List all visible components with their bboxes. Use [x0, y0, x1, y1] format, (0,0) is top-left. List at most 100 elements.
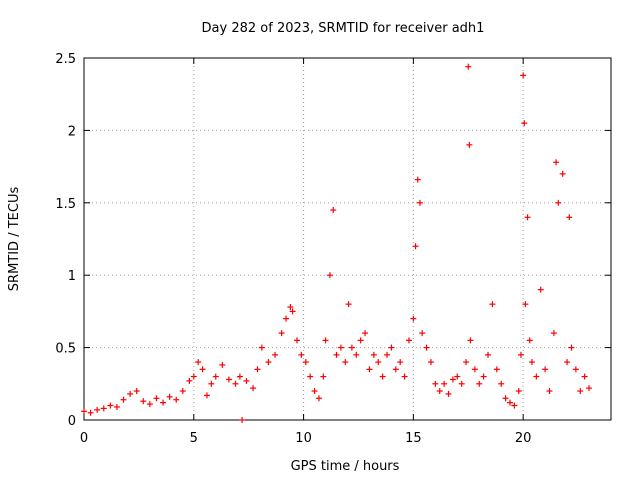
data-point	[559, 170, 566, 177]
data-point	[581, 373, 588, 380]
data-point	[348, 344, 355, 351]
data-point	[493, 366, 500, 373]
data-point	[550, 330, 557, 337]
data-point	[520, 72, 527, 79]
grid	[84, 58, 611, 420]
data-point	[315, 395, 322, 402]
data-point	[243, 377, 250, 384]
data-point	[203, 392, 210, 399]
data-point	[392, 366, 399, 373]
data-point	[333, 351, 340, 358]
y-tick-label: 0	[68, 414, 76, 429]
data-point	[466, 141, 473, 148]
data-point	[553, 159, 560, 166]
data-point	[419, 330, 426, 337]
data-marks	[81, 63, 593, 423]
data-point	[526, 337, 533, 344]
data-point	[278, 330, 285, 337]
data-point	[225, 376, 232, 383]
data-point	[302, 359, 309, 366]
data-point	[379, 373, 386, 380]
data-point	[293, 337, 300, 344]
data-point	[199, 366, 206, 373]
data-point	[107, 402, 114, 409]
data-point	[465, 63, 472, 70]
data-point	[537, 286, 544, 293]
data-point	[410, 315, 417, 322]
data-point	[467, 337, 474, 344]
data-point	[401, 373, 408, 380]
data-point	[370, 351, 377, 358]
data-point	[81, 408, 87, 415]
data-point	[517, 351, 524, 358]
x-tick-label: 0	[80, 431, 88, 446]
data-point	[113, 403, 120, 410]
data-point	[287, 304, 294, 311]
data-point	[357, 337, 364, 344]
x-axis-label: GPS time / hours	[291, 459, 400, 474]
x-tick-label: 10	[295, 431, 312, 446]
data-point	[190, 373, 197, 380]
data-point	[375, 359, 382, 366]
data-point	[542, 366, 549, 373]
data-point	[572, 366, 579, 373]
data-point	[555, 199, 562, 206]
data-point	[384, 351, 391, 358]
data-point	[272, 351, 279, 358]
data-point	[480, 373, 487, 380]
data-point	[232, 380, 239, 387]
data-point	[449, 376, 456, 383]
y-tick-label: 1.5	[55, 197, 76, 212]
data-point	[353, 351, 360, 358]
data-point	[120, 396, 127, 403]
data-point	[298, 351, 305, 358]
data-point	[566, 214, 573, 221]
ticks: 0 0.5 1 1.5 2 2.5 0 5 10 15 20	[55, 52, 611, 446]
data-point	[342, 359, 349, 366]
data-point	[212, 373, 219, 380]
data-point	[522, 301, 529, 308]
data-point	[236, 373, 243, 380]
x-tick-label: 15	[405, 431, 422, 446]
data-point	[416, 199, 423, 206]
data-point	[254, 366, 261, 373]
data-point	[140, 398, 147, 405]
plot-frame	[83, 57, 612, 421]
y-tick-label: 0.5	[55, 342, 76, 357]
data-point	[511, 402, 518, 409]
data-point	[366, 366, 373, 373]
data-point	[524, 214, 531, 221]
data-point	[326, 272, 333, 279]
data-point	[498, 380, 505, 387]
data-point	[265, 359, 272, 366]
data-point	[515, 388, 522, 395]
data-point	[146, 401, 153, 408]
data-point	[186, 377, 193, 384]
data-point	[564, 359, 571, 366]
data-point	[320, 373, 327, 380]
data-point	[568, 344, 575, 351]
data-point	[195, 359, 202, 366]
data-point	[546, 388, 553, 395]
data-point	[362, 330, 369, 337]
data-point	[476, 380, 483, 387]
y-tick-label: 2	[68, 124, 76, 139]
data-point	[577, 388, 584, 395]
data-point	[208, 380, 215, 387]
y-tick-label: 1	[68, 269, 76, 284]
data-point	[412, 243, 419, 250]
data-point	[458, 380, 465, 387]
data-point	[533, 373, 540, 380]
data-point	[432, 380, 439, 387]
y-tick-label: 2.5	[55, 52, 76, 67]
data-point	[388, 344, 395, 351]
data-point	[506, 399, 513, 406]
chart-title: Day 282 of 2023, SRMTID for receiver adh…	[202, 21, 485, 36]
data-point	[100, 405, 107, 412]
data-point	[330, 207, 337, 214]
data-point	[94, 406, 101, 413]
data-point	[414, 176, 421, 183]
data-point	[307, 373, 314, 380]
data-point	[239, 417, 246, 423]
